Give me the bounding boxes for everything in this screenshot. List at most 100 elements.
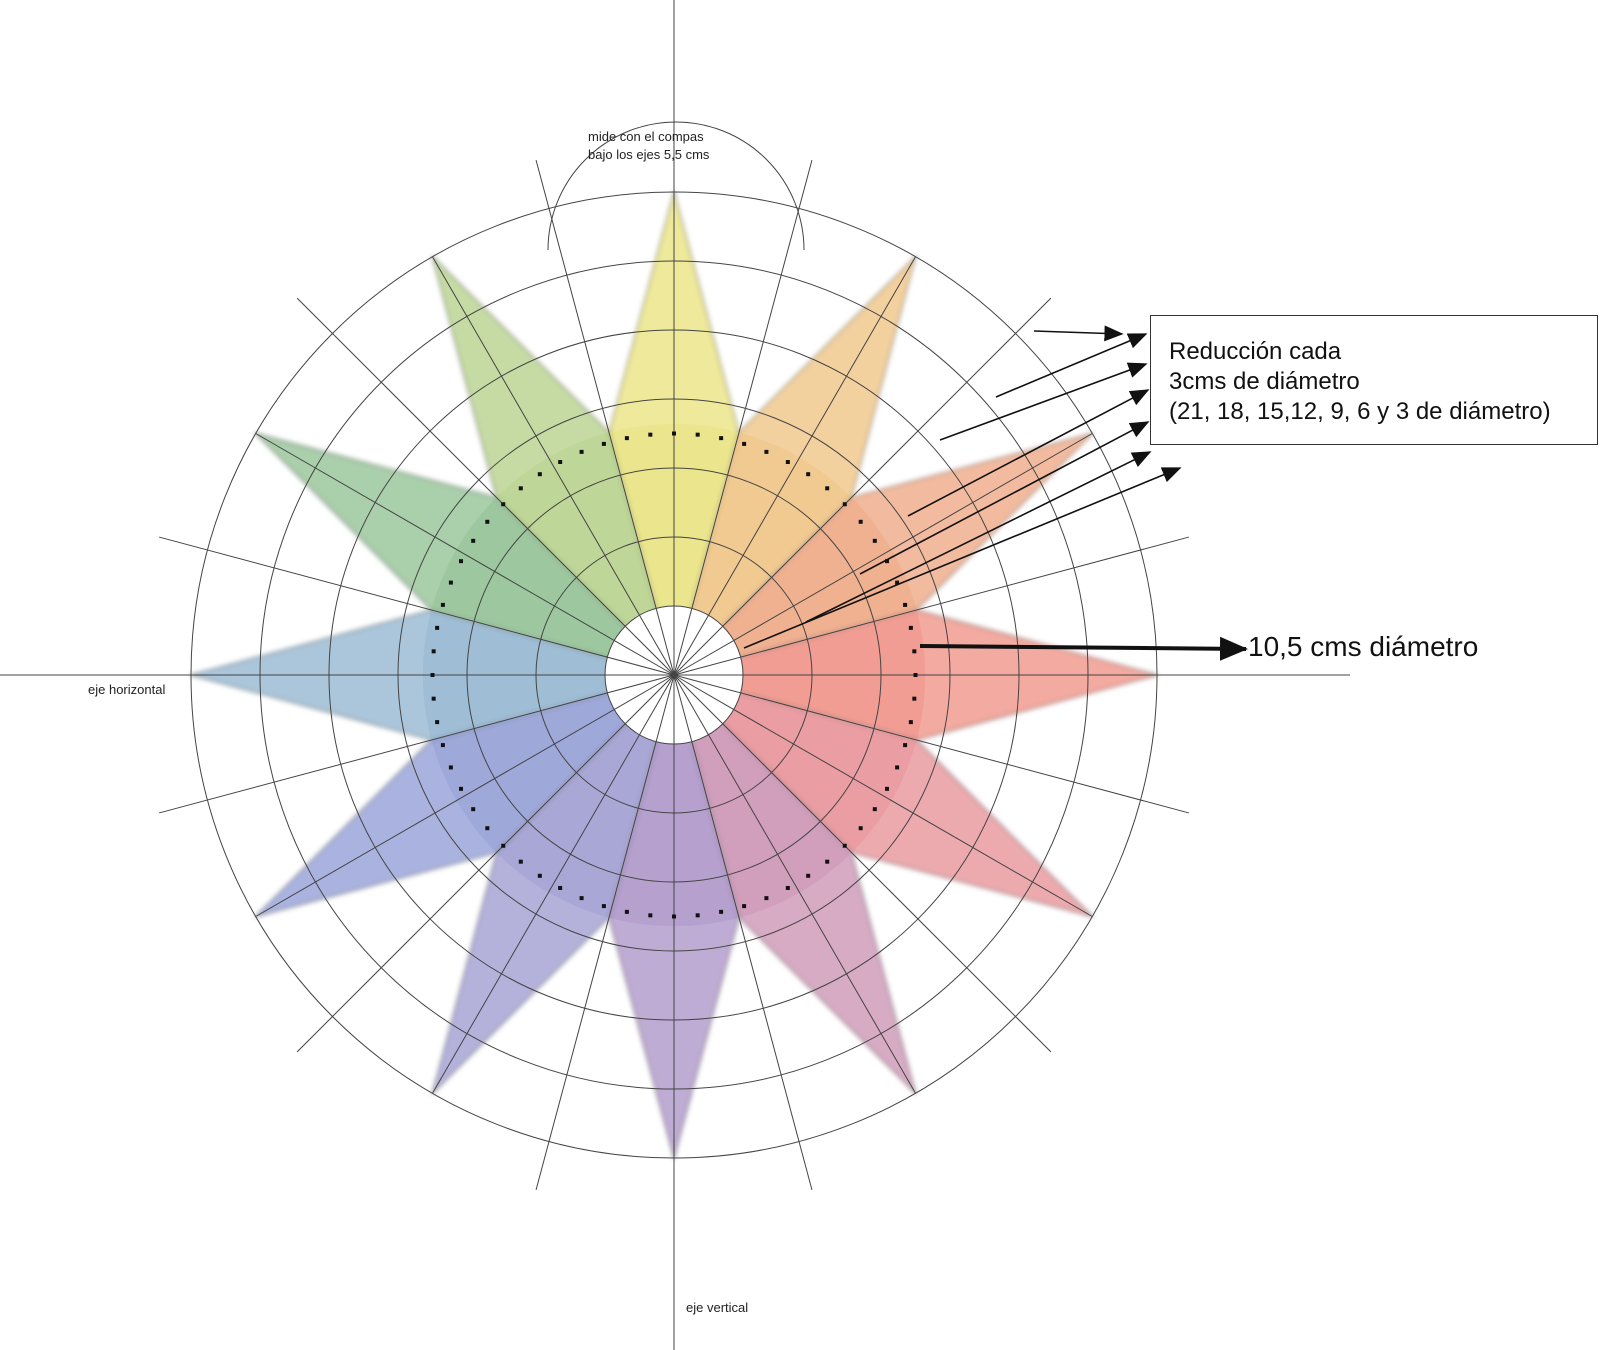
- diameter-label: 10,5 cms diámetro: [1248, 631, 1479, 662]
- wedge-orange: [674, 497, 917, 675]
- radial-line: [296, 297, 675, 676]
- annotation-arrow: [995, 333, 1148, 398]
- wedge-red: [674, 675, 917, 853]
- dotted-circle-dot: [913, 673, 918, 677]
- radial-line: [673, 160, 813, 676]
- compass-note-line-2: bajo los ejes 5,5 cms: [588, 147, 710, 162]
- dotted-circle-dot: [825, 486, 830, 491]
- reduction-note-line-3: (21, 18, 15,12, 9, 6 y 3 de diámetro): [1169, 398, 1551, 425]
- dotted-circle-dot: [895, 580, 900, 585]
- dotted-circle-dot: [764, 896, 769, 901]
- dotted-circle-dot: [558, 460, 563, 465]
- reduction-note-line-1: Reducción cada: [1169, 338, 1342, 365]
- dotted-circle-dot: [742, 904, 747, 909]
- compass-note-line-1: mide con el compas: [588, 129, 704, 144]
- dotted-circle-dot: [858, 826, 863, 831]
- dotted-circle-dot: [485, 826, 490, 831]
- compass-arc: [547, 121, 805, 251]
- radial-line: [673, 256, 916, 676]
- dotted-circle-dot: [501, 843, 506, 848]
- dotted-circle-dot: [648, 913, 653, 918]
- polar-grid-group: [0, 0, 1350, 1350]
- radial-line: [159, 536, 675, 676]
- radial-line: [673, 674, 1189, 814]
- dotted-circle-dot: [448, 580, 453, 585]
- annotation-arrow: [939, 362, 1148, 441]
- dotted-circle-dot: [903, 602, 908, 607]
- dotted-circle-dot: [537, 472, 542, 477]
- diameter-arrow: [919, 636, 1248, 661]
- radial-line: [535, 160, 675, 676]
- dotted-circle-dot: [624, 436, 629, 441]
- annotation-arrow: [805, 451, 1152, 623]
- dotted-circle-dot: [806, 472, 811, 477]
- dotted-circle-dot: [601, 904, 606, 909]
- dotted-circle-dot: [435, 625, 440, 630]
- dotted-circle-dot: [764, 449, 769, 454]
- wedge-yellow-green: [496, 432, 674, 675]
- dotted-circle-dot: [695, 432, 700, 437]
- dotted-circle-dot: [648, 432, 653, 437]
- annotation-arrow: [743, 467, 1182, 649]
- radial-line: [255, 433, 675, 676]
- dotted-circle-dot: [431, 649, 436, 654]
- dotted-circle-dot: [471, 538, 476, 543]
- radial-line: [673, 297, 1052, 676]
- dotted-circle-dot: [485, 519, 490, 524]
- dotted-circle-dot: [431, 696, 436, 701]
- dotted-circle-dot: [471, 807, 476, 812]
- radial-line: [432, 674, 675, 1094]
- dotted-circle-dot: [579, 449, 584, 454]
- wedge-red-violet: [674, 675, 852, 918]
- dotted-circle-dot: [459, 786, 464, 791]
- dotted-circle-dot: [518, 859, 523, 864]
- dotted-circle-dot: [912, 696, 917, 701]
- dotted-circle-dot: [908, 720, 913, 725]
- radial-line: [673, 674, 1093, 917]
- compass-note: mide con el compas bajo los ejes 5,5 cms: [588, 128, 709, 164]
- compass-arc-group: [547, 121, 805, 251]
- annotation-arrow: [859, 421, 1150, 575]
- annotation-arrow: [1033, 325, 1124, 342]
- vertical-axis-label: eje vertical: [686, 1300, 749, 1315]
- dotted-circle-dot: [785, 885, 790, 890]
- wedge-blue: [431, 675, 674, 853]
- radial-line: [296, 674, 675, 1053]
- horizontal-axis-label: eje horizontal: [88, 682, 166, 697]
- dotted-circle-dot: [806, 873, 811, 878]
- dotted-circle-dot: [440, 602, 445, 607]
- annotation-arrow: [907, 389, 1150, 517]
- dotted-circle-dot: [872, 538, 877, 543]
- dotted-circle-dot: [501, 502, 506, 507]
- reduction-note-line-2: 3cms de diámetro: [1169, 368, 1360, 395]
- dotted-circle-dot: [719, 436, 724, 441]
- dotted-circle-dot: [448, 765, 453, 770]
- dotted-circle-dot: [672, 914, 676, 919]
- radial-line: [432, 256, 675, 676]
- dotted-circle-dot: [558, 885, 563, 890]
- radial-line: [535, 674, 675, 1190]
- dotted-circle-dot: [858, 519, 863, 524]
- radial-line: [673, 536, 1189, 676]
- dotted-circle-dot: [537, 873, 542, 878]
- annotation-arrows-group: [743, 325, 1248, 661]
- dotted-circle-dot: [872, 807, 877, 812]
- dotted-circle-dot: [440, 743, 445, 748]
- radial-line: [673, 433, 1093, 676]
- dotted-circle-dot: [895, 765, 900, 770]
- dotted-circle-dot: [903, 743, 908, 748]
- reduction-note-box: Reducción cada 3cms de diámetro (21, 18,…: [1150, 315, 1598, 445]
- dotted-circle-dot: [884, 786, 889, 791]
- dotted-circle-dot: [459, 559, 464, 564]
- wedge-blue-violet: [496, 675, 674, 918]
- dotted-circle-dot: [601, 441, 606, 446]
- dotted-circle-dot: [912, 649, 917, 654]
- wedge-yellow-orange: [674, 432, 852, 675]
- radial-line: [673, 674, 813, 1190]
- dotted-circle-dot: [825, 859, 830, 864]
- dotted-circle-dot: [719, 909, 724, 914]
- dotted-circle-dot: [579, 896, 584, 901]
- dotted-circle-dot: [842, 843, 847, 848]
- dotted-circle-dot: [884, 559, 889, 564]
